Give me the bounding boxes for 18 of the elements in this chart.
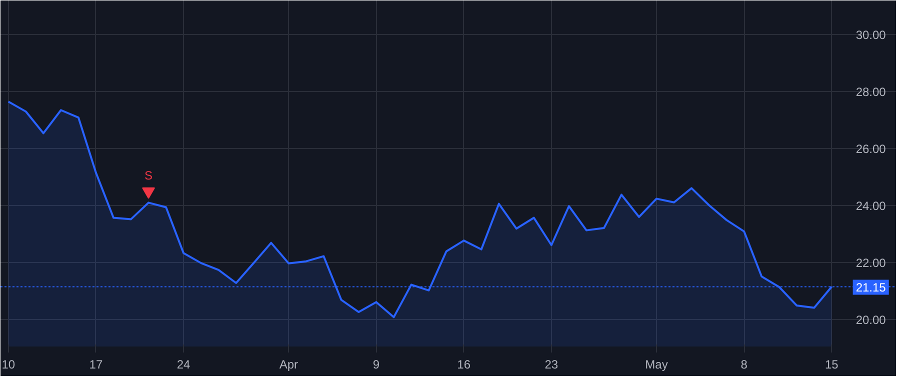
x-tick-label: 15	[825, 358, 839, 372]
x-tick-label: 9	[372, 358, 380, 372]
ref-line-label: 21.15	[856, 280, 886, 295]
x-tick-label: 10	[2, 358, 16, 372]
y-tick-label: 26.00	[856, 142, 886, 156]
y-tick-label: 24.00	[856, 199, 886, 214]
y-tick-label: 28.00	[856, 85, 886, 100]
y-tick-label: 30.00	[856, 28, 886, 42]
x-tick-label: 8	[740, 358, 748, 372]
x-tick-label: 16	[457, 358, 471, 372]
annotation: S	[144, 168, 153, 182]
x-tick-label: Apr	[279, 358, 298, 372]
x-tick-label: May	[645, 358, 668, 372]
x-tick-label: 17	[89, 358, 103, 372]
x-tick-label: 23	[544, 358, 558, 372]
x-tick-label: 24	[176, 358, 191, 372]
y-tick-label: 22.00	[856, 256, 886, 270]
y-tick-label: 20.00	[856, 312, 886, 327]
